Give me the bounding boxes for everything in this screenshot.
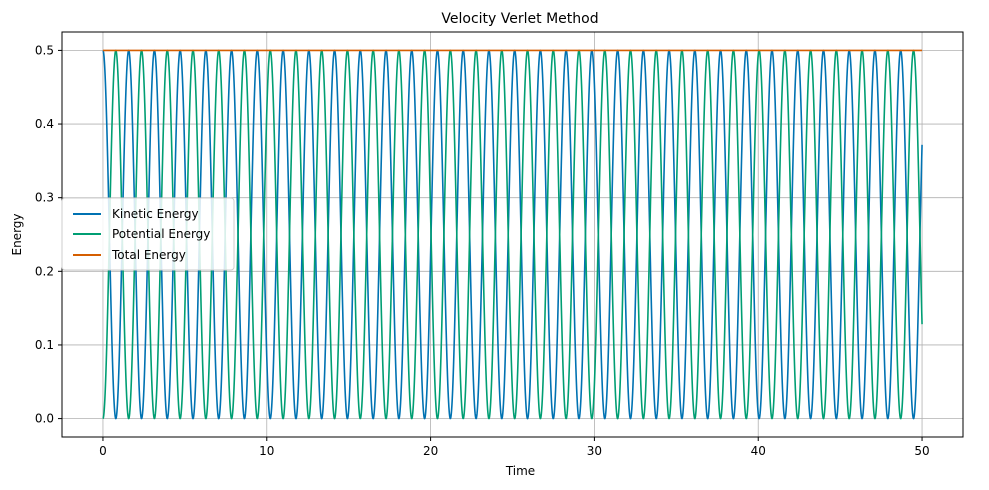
y-tick-label: 0.1 <box>35 338 54 352</box>
y-tick-label: 0.4 <box>35 117 54 131</box>
x-tick-label: 50 <box>914 444 929 458</box>
ticks: 0 10 20 30 40 50 0.0 0.1 0.2 0.3 0.4 0.5 <box>35 43 930 458</box>
series-kinetic-energy <box>102 49 923 420</box>
legend-box <box>61 197 235 271</box>
y-tick-label: 0.5 <box>35 43 54 57</box>
legend-label-kinetic: Kinetic Energy <box>112 207 199 221</box>
x-tick-label: 40 <box>751 444 766 458</box>
legend-label-total: Total Energy <box>111 248 186 262</box>
x-tick-label: 20 <box>423 444 438 458</box>
y-axis-label: Energy <box>10 213 24 255</box>
y-tick-label: 0.3 <box>35 191 54 205</box>
x-tick-label: 30 <box>587 444 602 458</box>
y-tick-label: 0.2 <box>35 264 54 278</box>
series-layer <box>102 49 923 420</box>
legend: Kinetic Energy Potential Energy Total En… <box>61 197 235 271</box>
x-axis-label: Time <box>505 464 535 478</box>
x-tick-label: 10 <box>259 444 274 458</box>
series-potential-energy <box>102 49 923 420</box>
chart-title: Velocity Verlet Method <box>441 11 598 27</box>
y-tick-label: 0.0 <box>35 412 54 426</box>
legend-label-potential: Potential Energy <box>112 227 210 241</box>
x-tick-label: 0 <box>99 444 107 458</box>
